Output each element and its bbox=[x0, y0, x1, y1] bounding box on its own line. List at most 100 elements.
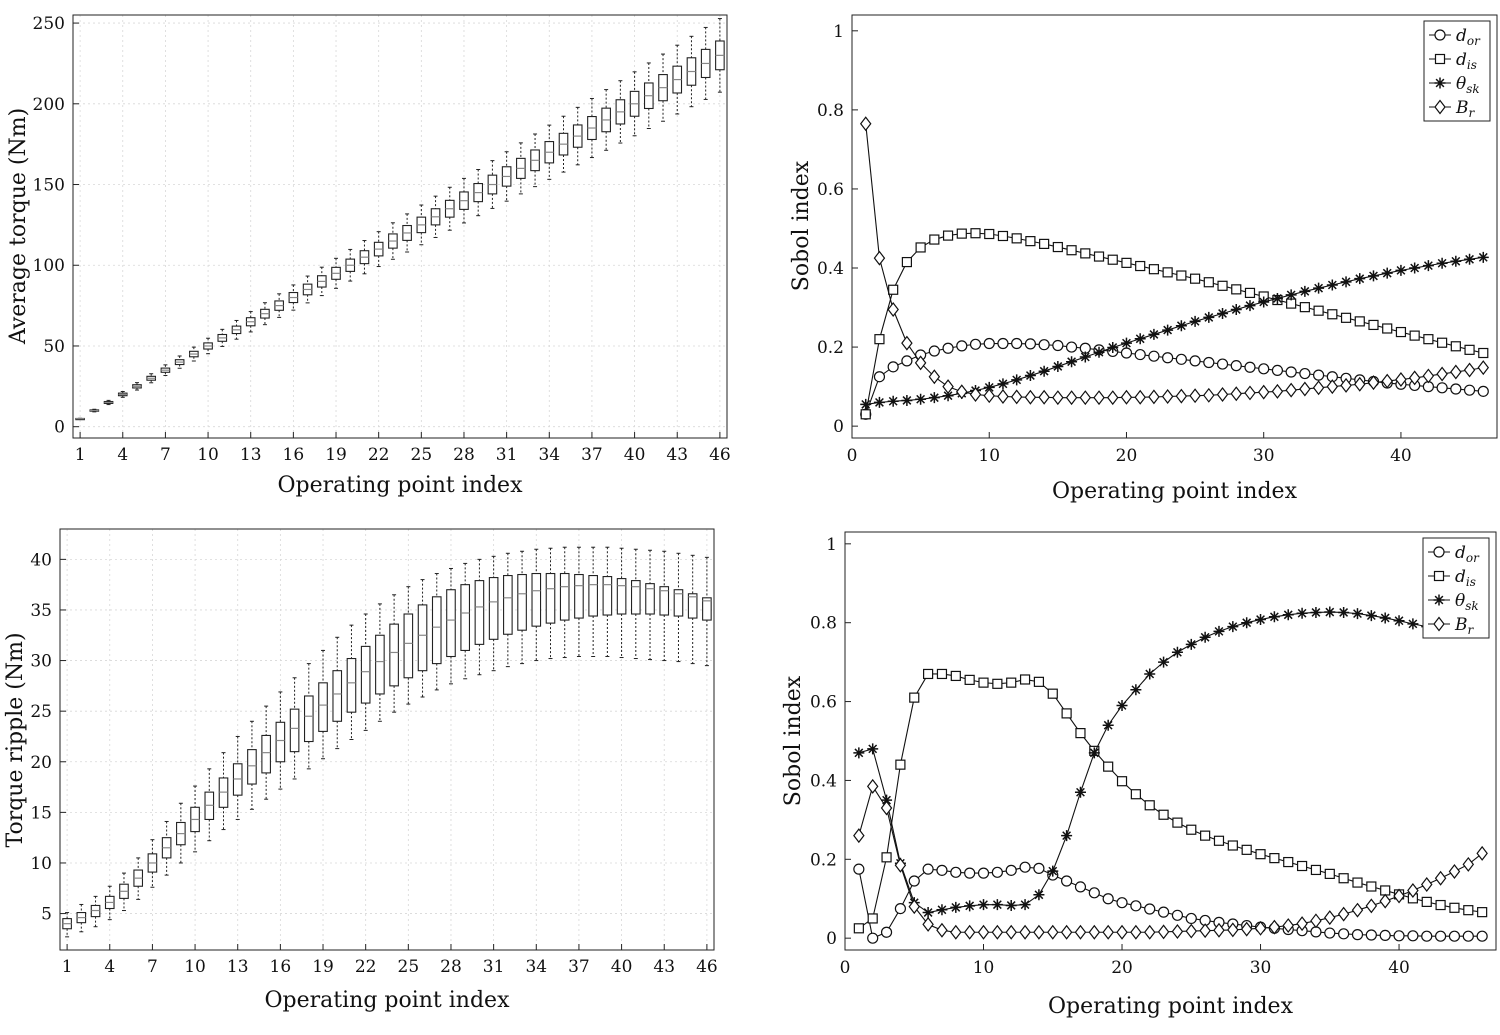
data-point bbox=[1340, 312, 1352, 323]
series-Br bbox=[859, 116, 1490, 406]
legend-label: dor bbox=[1456, 26, 1481, 48]
x-tick-label: 7 bbox=[147, 957, 158, 977]
iqr-box bbox=[503, 575, 513, 635]
data-point bbox=[1024, 370, 1036, 382]
series-line bbox=[858, 611, 1483, 914]
data-point bbox=[969, 338, 982, 350]
data-point bbox=[1368, 319, 1379, 331]
box-39 bbox=[602, 546, 613, 658]
data-point bbox=[901, 335, 913, 351]
data-point bbox=[1130, 900, 1142, 912]
data-point bbox=[922, 907, 934, 919]
data-point bbox=[1462, 930, 1474, 942]
data-point bbox=[1254, 920, 1267, 936]
iqr-box bbox=[702, 597, 712, 621]
data-point bbox=[1024, 338, 1037, 350]
data-point bbox=[1476, 930, 1488, 942]
data-point bbox=[908, 899, 921, 915]
data-point bbox=[1421, 930, 1433, 942]
x-tick-label: 25 bbox=[398, 957, 420, 977]
data-point bbox=[1340, 377, 1352, 393]
data-point bbox=[1310, 864, 1322, 876]
data-point bbox=[1324, 927, 1336, 939]
legend-box bbox=[1422, 537, 1490, 639]
data-point bbox=[1107, 254, 1118, 265]
iqr-box bbox=[446, 589, 456, 658]
box-18 bbox=[303, 663, 314, 770]
data-point bbox=[1074, 924, 1087, 940]
legend-item-dis: dis bbox=[1428, 567, 1476, 589]
data-point bbox=[1061, 708, 1072, 719]
axes-frame bbox=[851, 14, 1498, 439]
iqr-box bbox=[403, 613, 414, 679]
data-point bbox=[1217, 307, 1229, 319]
data-point bbox=[1313, 282, 1325, 294]
x-axis-label: Operating point index bbox=[265, 988, 511, 1013]
data-point bbox=[1407, 882, 1419, 898]
data-point bbox=[1088, 924, 1101, 940]
x-tick-label: 46 bbox=[696, 957, 718, 977]
box-24 bbox=[402, 213, 412, 253]
data-point bbox=[1019, 861, 1031, 873]
data-point bbox=[1217, 280, 1228, 291]
iqr-box bbox=[318, 682, 328, 732]
box-2 bbox=[76, 903, 87, 933]
iqr-box bbox=[389, 623, 399, 687]
data-point bbox=[992, 678, 1003, 689]
box-3 bbox=[90, 895, 101, 928]
box-1 bbox=[75, 417, 85, 421]
data-point bbox=[1296, 860, 1308, 872]
data-point bbox=[1033, 862, 1045, 874]
data-point bbox=[1477, 907, 1488, 918]
box-45 bbox=[700, 26, 711, 100]
data-point bbox=[1407, 930, 1419, 942]
series-line bbox=[858, 785, 1483, 933]
data-point bbox=[1005, 899, 1017, 911]
data-point bbox=[874, 334, 885, 345]
data-point bbox=[983, 388, 995, 404]
data-point bbox=[1102, 924, 1114, 940]
data-point bbox=[1299, 381, 1311, 397]
data-point bbox=[1299, 367, 1311, 380]
data-point bbox=[914, 355, 927, 371]
data-point bbox=[1268, 919, 1281, 935]
data-point bbox=[1121, 257, 1132, 268]
data-point bbox=[1135, 260, 1146, 272]
axes-frame bbox=[72, 14, 728, 439]
data-point bbox=[860, 409, 871, 420]
data-point bbox=[1338, 928, 1350, 940]
data-point bbox=[1450, 364, 1462, 380]
data-point bbox=[1282, 609, 1294, 621]
iqr-box bbox=[531, 572, 542, 627]
box-40 bbox=[629, 71, 640, 137]
data-point bbox=[997, 230, 1009, 242]
data-point bbox=[1189, 315, 1201, 327]
legend-marker bbox=[1434, 29, 1446, 41]
legend-label-base: B bbox=[1454, 615, 1468, 635]
data-point bbox=[1271, 292, 1283, 304]
x-tick-label: 10 bbox=[184, 957, 206, 977]
data-point bbox=[1144, 903, 1156, 915]
iqr-box bbox=[559, 572, 570, 621]
data-point bbox=[1080, 248, 1091, 259]
plot-area bbox=[73, 15, 727, 438]
data-point bbox=[1450, 341, 1461, 352]
data-point bbox=[1240, 921, 1253, 937]
data-point bbox=[1005, 924, 1017, 940]
y-tick-label: 0.4 bbox=[810, 771, 837, 791]
data-point bbox=[984, 228, 995, 240]
data-point bbox=[942, 230, 954, 241]
data-point bbox=[887, 395, 899, 407]
data-point bbox=[1463, 362, 1476, 378]
data-point bbox=[1338, 873, 1349, 884]
data-point bbox=[1230, 386, 1243, 402]
plot-area bbox=[60, 529, 714, 950]
data-point bbox=[1393, 930, 1405, 942]
legend-label-sub: is bbox=[1466, 575, 1476, 589]
data-point bbox=[1407, 618, 1419, 630]
box-4 bbox=[117, 391, 128, 398]
data-point bbox=[1148, 328, 1160, 340]
data-point bbox=[1354, 273, 1366, 285]
box-44 bbox=[686, 35, 697, 108]
box-43 bbox=[672, 44, 683, 115]
